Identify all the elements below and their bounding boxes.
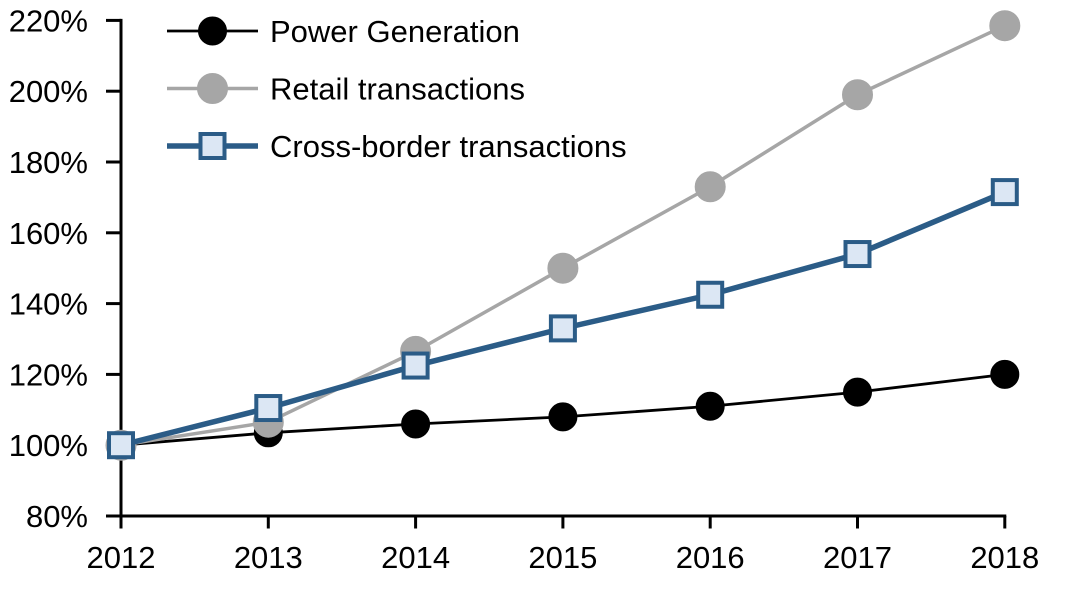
x-tick-label: 2014 [381, 540, 450, 575]
series-retail-transactions [105, 10, 1021, 461]
legend-item-retail-transactions: Retail transactions [167, 72, 525, 107]
x-tick-label: 2018 [970, 540, 1039, 575]
data-point-retail-transactions-2015 [547, 252, 579, 284]
y-tick-label: 100% [9, 428, 88, 463]
data-point-cross-border-transactions-2012 [107, 431, 135, 460]
legend-marker-circle-icon [197, 73, 228, 104]
y-tick-label: 180% [9, 145, 88, 180]
legend-marker-square-icon [198, 132, 227, 160]
data-point-power-generation-2014 [401, 409, 431, 439]
series-power-generation [106, 359, 1020, 460]
legend-label: Retail transactions [270, 72, 525, 107]
series-cross-border-transactions [107, 178, 1019, 460]
legend: Power Generation Retail transactions Cross… [167, 14, 627, 164]
data-point-power-generation-2015 [548, 402, 578, 432]
x-tick-label: 2012 [87, 540, 156, 575]
data-point-retail-transactions-2018 [989, 10, 1021, 42]
x-tick-label: 2016 [676, 540, 745, 575]
data-point-cross-border-transactions-2015 [548, 314, 577, 343]
data-point-power-generation-2018 [990, 359, 1020, 389]
data-point-cross-border-transactions-2013 [254, 394, 283, 423]
legend-label: Power Generation [270, 14, 520, 49]
y-tick-label: 160% [9, 216, 88, 251]
x-tick-label: 2015 [528, 540, 597, 575]
x-tick-label: 2013 [234, 540, 303, 575]
x-axis: 2012 2013 2014 2015 2016 2017 2018 [87, 514, 1039, 575]
x-tick-label: 2017 [823, 540, 892, 575]
y-axis: 80% 100% 120% 140% 160% 180% 200% 220% [9, 3, 123, 534]
y-tick-label: 220% [9, 3, 88, 38]
data-point-power-generation-2017 [843, 377, 872, 407]
legend-item-cross-border-transactions: Cross-border transactions [167, 129, 627, 164]
data-point-power-generation-2016 [695, 391, 725, 421]
data-point-cross-border-transactions-2017 [843, 240, 872, 269]
data-point-cross-border-transactions-2016 [696, 280, 725, 309]
legend-marker-circle-icon [198, 16, 227, 46]
y-tick-label: 200% [9, 74, 88, 109]
data-point-retail-transactions-2016 [694, 171, 726, 203]
y-tick-label: 80% [26, 499, 88, 534]
y-tick-label: 140% [9, 287, 88, 322]
y-tick-label: 120% [9, 357, 88, 392]
data-point-cross-border-transactions-2014 [401, 351, 430, 380]
legend-label: Cross-border transactions [270, 129, 627, 164]
legend-item-power-generation: Power Generation [167, 14, 520, 49]
data-point-retail-transactions-2017 [842, 79, 873, 111]
data-point-cross-border-transactions-2018 [990, 178, 1019, 207]
